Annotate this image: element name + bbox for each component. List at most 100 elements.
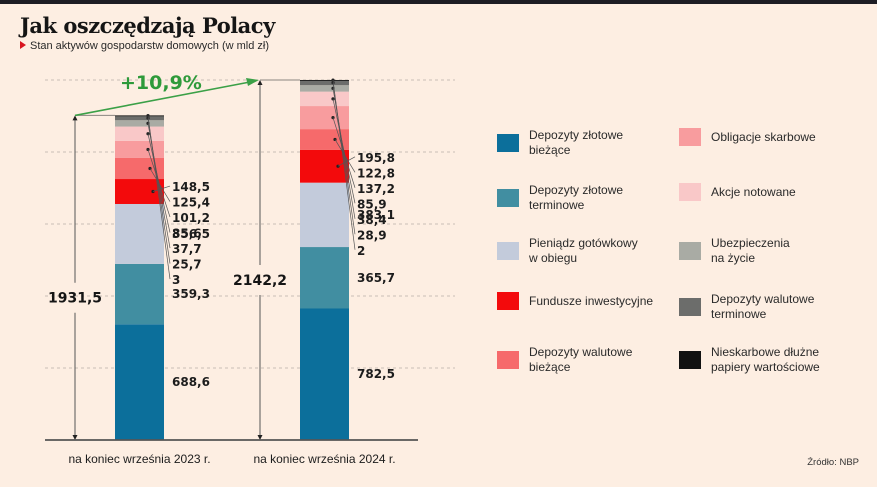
data-label: 28,9 bbox=[357, 228, 387, 242]
chart-subtitle: Stan aktywów gospodarstw domowych (w mld… bbox=[20, 40, 269, 52]
bar-segment bbox=[300, 79, 349, 81]
legend-label-line: Ubezpieczenia bbox=[711, 236, 790, 250]
growth-arrowhead-icon bbox=[246, 78, 259, 86]
legend-label-line: bieżące bbox=[529, 143, 571, 157]
leader-line bbox=[152, 185, 171, 192]
legend-item: Depozyty złotowe bieżące bbox=[497, 128, 669, 158]
data-label: 101,2 bbox=[172, 211, 210, 225]
category-label: na koniec września 2023 r. bbox=[68, 452, 210, 466]
bar-segment bbox=[115, 140, 164, 158]
legend-swatch bbox=[679, 351, 701, 369]
category-label: na koniec września 2024 r. bbox=[253, 452, 395, 466]
data-label: 688,6 bbox=[172, 375, 210, 389]
legend-label: Depozyty walutowe terminowe bbox=[711, 292, 851, 322]
bar-segment bbox=[115, 324, 164, 440]
data-label: 359,3 bbox=[172, 287, 210, 301]
bar-segment bbox=[115, 179, 164, 204]
chart-title: Jak oszczędzają Polacy bbox=[20, 13, 275, 38]
data-label: 365,7 bbox=[357, 271, 395, 285]
bar-segment bbox=[300, 129, 349, 150]
data-label: 25,7 bbox=[172, 258, 202, 272]
legend-label: Nieskarbowe dłużne papiery wartościowe bbox=[711, 345, 851, 375]
legend-label-line: bieżące bbox=[529, 360, 571, 374]
legend-swatch bbox=[497, 134, 519, 152]
legend-label-line: Depozyty złotowe bbox=[529, 183, 624, 197]
legend-item: Ubezpieczenia na życie bbox=[679, 236, 851, 266]
legend-label: Pieniądz gotówkowy w obiegu bbox=[529, 236, 669, 266]
legend-label-line: Depozyty walutowe bbox=[711, 292, 815, 306]
bar-segment bbox=[300, 106, 349, 130]
data-label: 3 bbox=[172, 273, 180, 287]
data-label: 2 bbox=[357, 244, 365, 258]
legend-label-line: Akcje notowane bbox=[711, 184, 796, 199]
legend-label: Depozyty złotowe terminowe bbox=[529, 183, 669, 213]
legend-label-line: Obligacje skarbowe bbox=[711, 129, 816, 144]
bar-segment bbox=[115, 263, 164, 325]
data-label: 356,5 bbox=[172, 227, 210, 241]
bar-segment bbox=[300, 247, 349, 309]
legend-label-line: Fundusze inwestycyjne bbox=[529, 293, 654, 308]
bar-segment bbox=[300, 308, 349, 440]
legend-item: Depozyty walutowe bieżące bbox=[497, 345, 669, 375]
legend-item: Akcje notowane bbox=[679, 183, 851, 201]
legend-swatch bbox=[679, 183, 701, 201]
bar-segment bbox=[300, 80, 349, 86]
bar-segment bbox=[115, 126, 164, 141]
data-label: 125,4 bbox=[172, 196, 210, 210]
source-note: Źródło: NBP bbox=[807, 457, 859, 468]
data-label: 782,5 bbox=[357, 367, 395, 381]
legend-item: Nieskarbowe dłużne papiery wartościowe bbox=[679, 345, 851, 375]
bar-segment bbox=[300, 182, 349, 248]
growth-arrow-line bbox=[74, 81, 251, 117]
legend-label-line: Nieskarbowe dłużne bbox=[711, 345, 820, 359]
legend-item: Fundusze inwestycyjne bbox=[497, 292, 669, 310]
arrow-down-icon bbox=[72, 435, 78, 440]
total-label: 2142,2 bbox=[233, 273, 287, 289]
leader-dot bbox=[146, 132, 150, 136]
growth-percentage: +10,9% bbox=[120, 72, 202, 94]
legend-item: Depozyty złotowe terminowe bbox=[497, 183, 669, 213]
bar-segment bbox=[300, 149, 349, 183]
legend-swatch bbox=[679, 298, 701, 316]
legend-item: Obligacje skarbowe bbox=[679, 128, 851, 146]
leader-line bbox=[332, 80, 356, 250]
total-label: 1931,5 bbox=[48, 291, 102, 307]
triangle-bullet-icon bbox=[20, 41, 26, 49]
data-label: 85,9 bbox=[357, 197, 387, 211]
data-label: 122,8 bbox=[357, 166, 395, 180]
legend-label: Fundusze inwestycyjne bbox=[529, 294, 669, 309]
legend-label-line: papiery wartościowe bbox=[711, 360, 820, 374]
legend-swatch bbox=[679, 242, 701, 260]
bar-segment bbox=[115, 157, 164, 180]
arrow-down-icon bbox=[257, 435, 263, 440]
data-label: 383,1 bbox=[357, 208, 395, 222]
legend-label-line: w obiegu bbox=[529, 251, 578, 265]
legend-label-line: terminowe bbox=[711, 307, 767, 321]
data-label: 37,7 bbox=[172, 242, 202, 256]
bar-segment bbox=[300, 91, 349, 107]
legend-label-line: Pieniądz gotówkowy bbox=[529, 236, 638, 250]
leader-line bbox=[332, 98, 356, 204]
legend-swatch bbox=[497, 242, 519, 260]
leader-dot bbox=[146, 147, 150, 152]
data-label: 137,2 bbox=[357, 182, 395, 196]
bar-segment bbox=[115, 115, 164, 121]
leader-line bbox=[149, 168, 171, 202]
leader-dot bbox=[333, 137, 337, 142]
legend-item: Pieniądz gotówkowy w obiegu bbox=[497, 236, 669, 266]
bar-segment bbox=[300, 85, 349, 92]
legend-label-line: Depozyty złotowe bbox=[529, 128, 624, 142]
legend-swatch bbox=[497, 351, 519, 369]
data-label: 148,5 bbox=[172, 180, 210, 194]
data-label: 85,6 bbox=[172, 227, 202, 241]
leader-line bbox=[147, 115, 171, 280]
arrow-up-icon bbox=[257, 80, 263, 85]
legend-label-line: terminowe bbox=[529, 198, 585, 212]
legend-swatch bbox=[679, 128, 701, 146]
bar-segment bbox=[115, 203, 164, 264]
legend-label: Ubezpieczenia na życie bbox=[711, 236, 851, 266]
arrow-up-icon bbox=[72, 115, 78, 121]
legend-label: Depozyty złotowe bieżące bbox=[529, 128, 669, 158]
legend-swatch bbox=[497, 292, 519, 310]
